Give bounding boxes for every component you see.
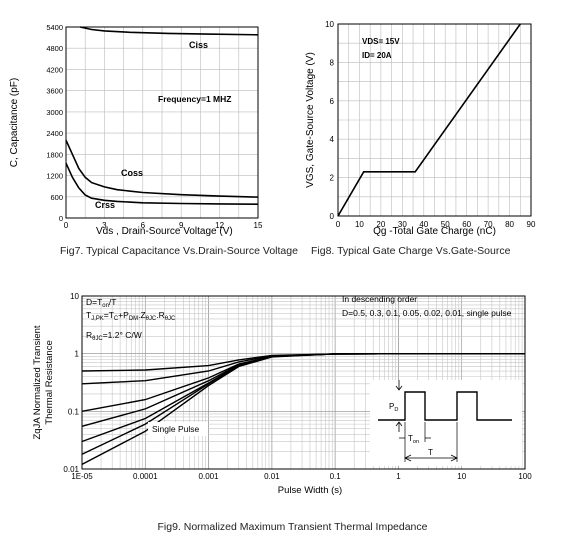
fig7-caption: Fig7. Typical Capacitance Vs.Drain-Sourc… xyxy=(60,245,298,257)
fig7-x-tick: 9 xyxy=(179,221,184,230)
fig7-x-tick: 15 xyxy=(254,221,263,230)
fig7-y-tick: 4200 xyxy=(46,65,63,74)
fig7-y-axis-label: C, Capacitance (pF) xyxy=(9,78,20,167)
fig7-series-coss xyxy=(65,139,259,198)
fig7-y-tick: 1800 xyxy=(46,150,63,159)
fig7-y-tick: 3000 xyxy=(46,108,63,117)
fig7-y-tick: 1200 xyxy=(46,172,63,181)
fig7-x-tick: 3 xyxy=(102,221,107,230)
fig7-series-label-coss: Coss xyxy=(121,168,143,178)
fig7-series-label-ciss: Ciss xyxy=(189,40,208,50)
fig7-x-tick: 0 xyxy=(64,221,69,230)
fig7-series-ciss xyxy=(79,26,259,36)
fig7-x-tick: 6 xyxy=(141,221,146,230)
fig7-x-tick: 12 xyxy=(215,221,224,230)
fig7-series-label-crss: Crss xyxy=(95,200,115,210)
fig7-series-crss xyxy=(65,162,259,205)
fig7-x-axis-label: Vds , Drain-Source Voltage (V) xyxy=(96,226,233,237)
fig7-y-tick: 4800 xyxy=(46,44,63,53)
fig7-y-tick: 600 xyxy=(50,193,63,202)
fig7-y-tick: 5400 xyxy=(46,23,63,32)
fig7-annotation: Frequency=1 MHZ xyxy=(158,94,231,104)
fig7-frame xyxy=(65,26,259,219)
fig7-y-tick: 2400 xyxy=(46,129,63,138)
fig9-caption: Fig9. Normalized Maximum Transient Therm… xyxy=(157,521,428,533)
fig8-caption: Fig8. Typical Gate Charge Vs.Gate-Source xyxy=(311,245,511,257)
fig7-y-tick: 0 xyxy=(59,214,63,223)
fig7-y-tick: 3600 xyxy=(46,87,63,96)
